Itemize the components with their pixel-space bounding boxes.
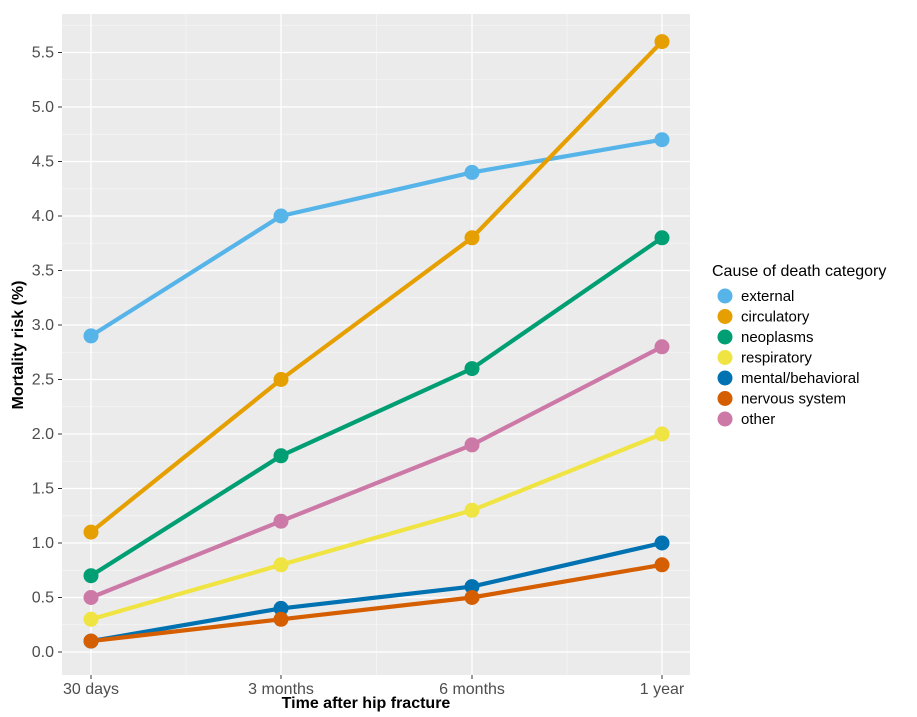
data-point xyxy=(273,557,289,573)
data-point xyxy=(464,502,480,518)
legend-label: respiratory xyxy=(741,350,812,367)
data-point xyxy=(654,535,670,551)
data-point xyxy=(83,590,99,605)
data-point xyxy=(273,372,289,387)
data-point xyxy=(464,590,480,605)
data-point xyxy=(273,513,289,529)
data-point xyxy=(273,600,289,616)
legend-label: mental/behavioral xyxy=(741,370,859,387)
legend-key xyxy=(717,391,733,406)
data-point xyxy=(654,426,670,442)
y-tick-label: 2.0 xyxy=(32,426,54,443)
series-line xyxy=(88,540,665,644)
series-layer xyxy=(83,34,670,649)
data-point xyxy=(83,611,99,627)
data-point xyxy=(83,524,99,540)
series-line xyxy=(88,344,665,600)
data-point xyxy=(464,579,480,595)
y-axis: 0.0 0.5 1.0 1.5 2.0 2.5 3.0 3.5 4.0 4.5 5.0 5.5 xyxy=(32,45,62,661)
legend-key xyxy=(717,411,733,427)
x-axis: 30 days 3 months 6 months 1 year xyxy=(63,675,685,698)
panel-background xyxy=(62,14,690,675)
data-point xyxy=(273,611,289,627)
series-line xyxy=(88,137,665,338)
legend-key xyxy=(717,350,733,365)
legend-label: circulatory xyxy=(741,309,810,326)
data-point xyxy=(83,568,99,584)
grid-lines xyxy=(62,14,690,675)
y-tick-label: 0.0 xyxy=(32,644,54,661)
series-line xyxy=(88,235,665,578)
x-tick-label: 30 days xyxy=(63,681,119,698)
y-tick-label: 4.5 xyxy=(32,154,54,171)
data-point xyxy=(654,339,670,355)
data-point xyxy=(273,448,289,464)
data-point xyxy=(464,437,480,453)
y-tick-label: 5.5 xyxy=(32,45,54,62)
x-tick-label: 6 months xyxy=(439,681,505,698)
x-tick-label: 1 year xyxy=(640,681,685,698)
data-point xyxy=(654,34,670,50)
y-tick-label: 3.0 xyxy=(32,317,54,334)
legend-key xyxy=(717,370,733,386)
x-axis-title: Time after hip fracture xyxy=(282,695,451,712)
legend-label: nervous system xyxy=(741,391,846,408)
y-tick-label: 5.0 xyxy=(32,99,54,116)
y-tick-label: 4.0 xyxy=(32,208,54,225)
data-point xyxy=(654,230,670,246)
data-point xyxy=(83,328,99,344)
data-point xyxy=(654,557,670,573)
legend-key xyxy=(717,288,733,304)
legend-key xyxy=(717,309,733,324)
data-point xyxy=(83,633,99,649)
y-tick-label: 0.5 xyxy=(32,590,54,607)
y-tick-label: 1.5 xyxy=(32,481,54,498)
legend: Cause of death category external circulat… xyxy=(712,263,886,428)
x-tick-label: 3 months xyxy=(248,681,314,698)
series-line xyxy=(88,39,665,535)
series-line xyxy=(88,431,665,622)
data-point xyxy=(654,132,670,148)
y-axis-title: Mortality risk (%) xyxy=(10,281,27,410)
data-point xyxy=(464,230,480,246)
y-tick-label: 3.5 xyxy=(32,263,54,280)
data-point xyxy=(464,361,480,377)
y-tick-label: 2.5 xyxy=(32,372,54,389)
y-tick-label: 1.0 xyxy=(32,535,54,552)
legend-label: external xyxy=(741,288,794,305)
legend-label: other xyxy=(741,411,775,428)
data-point xyxy=(273,208,289,224)
data-point xyxy=(464,164,480,180)
legend-label: neoplasms xyxy=(741,329,814,346)
series-line xyxy=(88,562,665,644)
legend-title: Cause of death category xyxy=(712,263,886,280)
legend-key xyxy=(717,329,733,345)
